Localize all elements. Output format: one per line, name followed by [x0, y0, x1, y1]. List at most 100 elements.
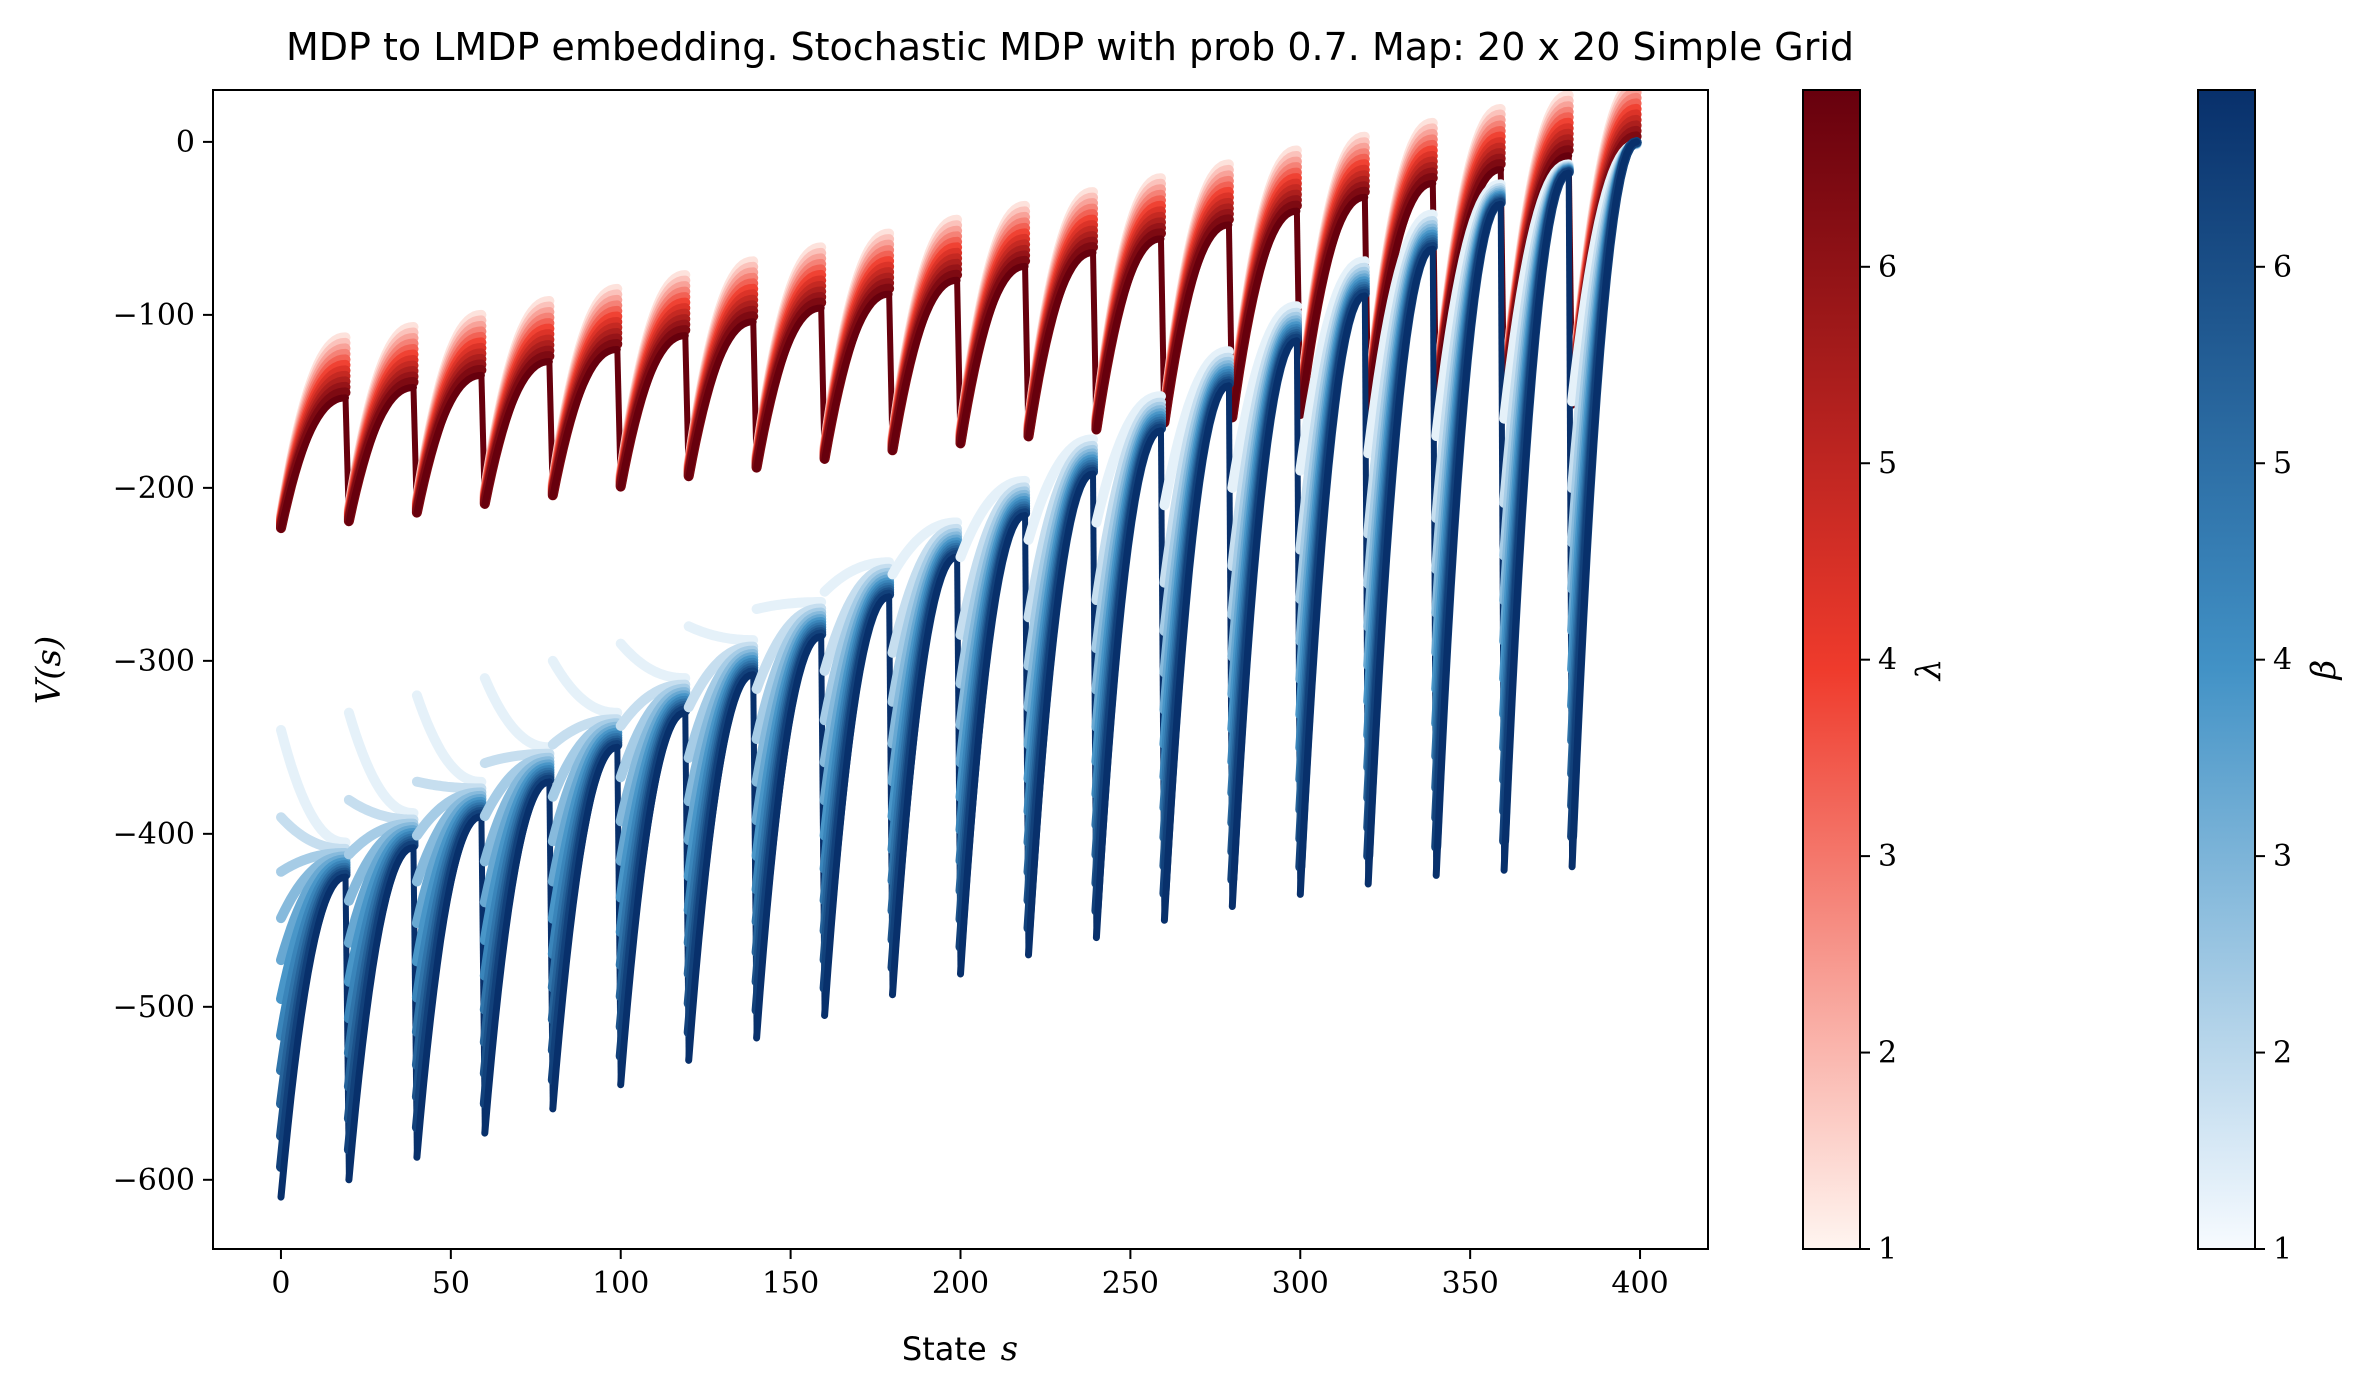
segment-beta-6 — [683, 621, 760, 1064]
segment-beta-18 — [1499, 159, 1576, 874]
colorbar-tick-label: 2 — [2273, 1036, 2292, 1071]
series-line — [413, 813, 485, 1161]
series-line — [549, 743, 621, 1113]
segment-lambda-4 — [547, 283, 624, 501]
segment-beta-13 — [1159, 346, 1236, 924]
segment-beta-0 — [276, 725, 352, 1201]
y-tick-label: −100 — [113, 298, 195, 333]
series-line — [549, 346, 621, 500]
series-line — [1228, 207, 1301, 423]
series-line — [1500, 169, 1573, 874]
x-tick-label: 100 — [592, 1266, 649, 1301]
x-tick-label: 50 — [432, 1266, 470, 1301]
segment-beta-1 — [343, 707, 420, 1184]
series-line — [481, 778, 553, 1137]
y-tick-label: −500 — [113, 990, 195, 1025]
segment-beta-10 — [955, 475, 1032, 978]
series-line — [1363, 209, 1438, 459]
segment-lambda-13 — [1159, 159, 1236, 428]
segment-lambda-8 — [819, 228, 896, 464]
segment-lambda-2 — [411, 309, 488, 518]
x-axis-ticks: 0 50 100 150 200 250 300 350 400 — [271, 1249, 1669, 1301]
series-line — [345, 384, 417, 526]
series-line — [889, 553, 961, 999]
segment-beta-17 — [1431, 179, 1508, 879]
colorbar-gradient — [1802, 89, 1861, 1250]
y-axis-ticks: 0 −100 −200 −300 −400 −500 −600 — [113, 125, 213, 1198]
plot-area — [276, 90, 1642, 1201]
colorbar-tick-label: 4 — [2273, 643, 2292, 678]
series-line — [1025, 470, 1097, 959]
plot-frame — [212, 89, 1709, 1250]
series-line — [1228, 337, 1301, 910]
series-beta — [276, 137, 1642, 1201]
x-tick-label: 400 — [1611, 1266, 1668, 1301]
x-tick-label: 200 — [932, 1266, 989, 1301]
segment-lambda-7 — [751, 242, 828, 473]
segment-lambda-3 — [479, 296, 556, 509]
series-line — [547, 655, 623, 718]
series-line — [685, 671, 757, 1064]
colorbar-tick-label: 2 — [1878, 1036, 1897, 1071]
y-tick-label: −600 — [113, 1163, 195, 1198]
series-line — [1295, 256, 1370, 476]
colorbar-tick-label: 3 — [1878, 839, 1897, 874]
series-line — [819, 557, 895, 597]
series-line — [413, 371, 485, 518]
series-line — [479, 673, 555, 753]
x-tick-label: 300 — [1272, 1266, 1329, 1301]
segment-beta-12 — [1091, 391, 1168, 942]
segment-lambda-15 — [1295, 131, 1372, 419]
series-line — [751, 597, 827, 614]
segment-beta-15 — [1295, 256, 1372, 898]
series-line — [617, 709, 689, 1089]
segment-lambda-14 — [1227, 145, 1304, 423]
colorbar-tick-label: 6 — [2273, 250, 2292, 285]
segment-lambda-9 — [887, 214, 964, 456]
series-line — [889, 276, 961, 455]
series-line — [1160, 382, 1233, 924]
series-line — [1092, 235, 1165, 435]
series-line — [276, 725, 351, 848]
series-line — [277, 873, 349, 1201]
series-line — [1568, 138, 1641, 871]
segment-lambda-6 — [683, 256, 760, 482]
segment-lambda-10 — [955, 200, 1032, 449]
series-line — [1432, 200, 1505, 879]
colorbar-tick-label: 3 — [2273, 839, 2292, 874]
series-line — [1091, 391, 1166, 528]
segment-beta-8 — [819, 557, 896, 1019]
segment-lambda-5 — [615, 270, 692, 492]
series-line — [277, 394, 349, 533]
series-line — [276, 812, 351, 854]
colorbar-beta: 1 2 3 4 5 6 β — [2197, 89, 2344, 1267]
colorbar-lambda: 1 2 3 4 5 6 λ — [1802, 89, 1949, 1267]
series-line — [821, 290, 893, 464]
y-tick-label: 0 — [176, 125, 195, 160]
x-tick-label: 250 — [1102, 1266, 1159, 1301]
colorbar-tick-label: 6 — [1878, 250, 1897, 285]
colorbar-label: β — [2304, 660, 2344, 682]
colorbar-tick-label: 4 — [1878, 643, 1897, 678]
series-line — [887, 517, 963, 580]
x-axis-label-math: s — [1001, 1329, 1018, 1369]
segment-lambda-11 — [1023, 187, 1100, 442]
series-line — [1364, 245, 1437, 888]
x-tick-label: 0 — [271, 1266, 290, 1301]
colorbar-label: λ — [1909, 659, 1949, 683]
series-line — [1159, 346, 1234, 511]
series-line — [1296, 193, 1369, 419]
series-line — [1296, 292, 1369, 898]
segment-beta-3 — [479, 673, 556, 1137]
colorbar-tick-label: 1 — [1878, 1232, 1897, 1267]
series-line — [1160, 221, 1233, 428]
series-line — [1092, 427, 1165, 942]
series-line — [617, 332, 689, 492]
colorbar-tick-label: 1 — [2273, 1232, 2292, 1267]
segment-beta-2 — [411, 690, 488, 1161]
series-line — [411, 690, 487, 787]
colorbar-gradient — [2197, 89, 2256, 1250]
x-axis-label-text: State — [902, 1330, 987, 1368]
x-tick-label: 350 — [1442, 1266, 1499, 1301]
